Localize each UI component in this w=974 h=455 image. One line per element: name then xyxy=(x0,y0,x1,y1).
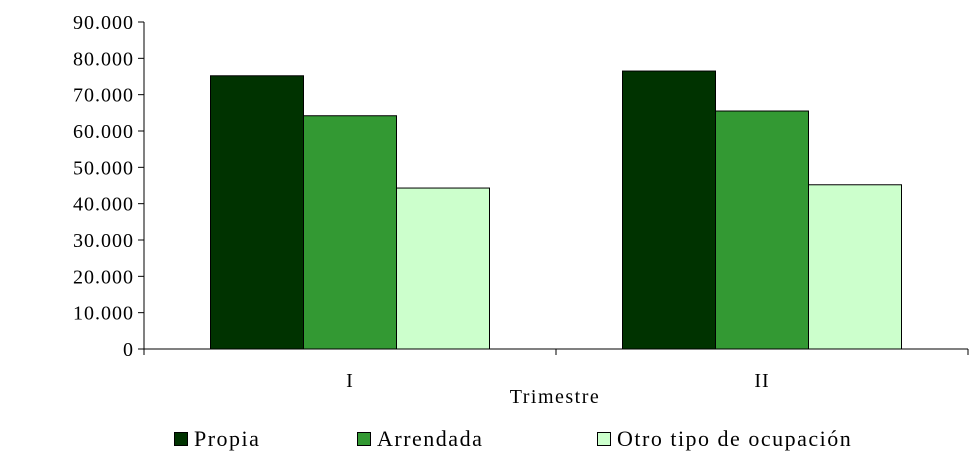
legend-swatch-otro-tipo xyxy=(597,432,611,446)
x-tick-label: I xyxy=(346,370,354,392)
bar xyxy=(715,110,809,350)
y-tick-label: 80.000 xyxy=(73,48,134,70)
legend-item-arrendada: Arrendada xyxy=(357,428,483,450)
legend: Propia Arrendada Otro tipo de ocupación xyxy=(0,424,974,454)
y-axis-ticks: 0 10.000 20.000 30.000 40.000 50.000 60.000 70.… xyxy=(73,12,144,361)
y-tick-label: 60.000 xyxy=(73,121,134,143)
x-tick-label: II xyxy=(754,370,769,392)
bar xyxy=(396,187,490,350)
legend-swatch-propia xyxy=(174,432,188,446)
bar xyxy=(210,75,304,350)
legend-item-otro-tipo: Otro tipo de ocupación xyxy=(597,428,852,450)
bar xyxy=(622,70,716,350)
x-axis-ticks: I II xyxy=(143,349,969,392)
y-tick-label: 10.000 xyxy=(73,303,134,325)
y-tick-label: 50.000 xyxy=(73,157,134,179)
legend-swatch-arrendada xyxy=(357,432,371,446)
y-tick-label: 0 xyxy=(123,339,134,361)
y-tick-label: 30.000 xyxy=(73,230,134,252)
bar xyxy=(303,115,397,350)
bar-chart: 0 10.000 20.000 30.000 40.000 50.000 60.000 70.… xyxy=(73,12,969,408)
legend-label-otro-tipo: Otro tipo de ocupación xyxy=(617,426,853,451)
legend-label-propia: Propia xyxy=(194,426,261,451)
legend-label-arrendada: Arrendada xyxy=(377,426,484,451)
legend-item-propia: Propia xyxy=(174,428,260,450)
y-tick-label: 20.000 xyxy=(73,266,134,288)
y-tick-label: 90.000 xyxy=(73,12,134,34)
y-tick-label: 70.000 xyxy=(73,85,134,107)
x-axis-title: Trimestre xyxy=(510,386,601,408)
bars xyxy=(210,70,902,350)
y-tick-label: 40.000 xyxy=(73,194,134,216)
bar xyxy=(808,184,902,350)
